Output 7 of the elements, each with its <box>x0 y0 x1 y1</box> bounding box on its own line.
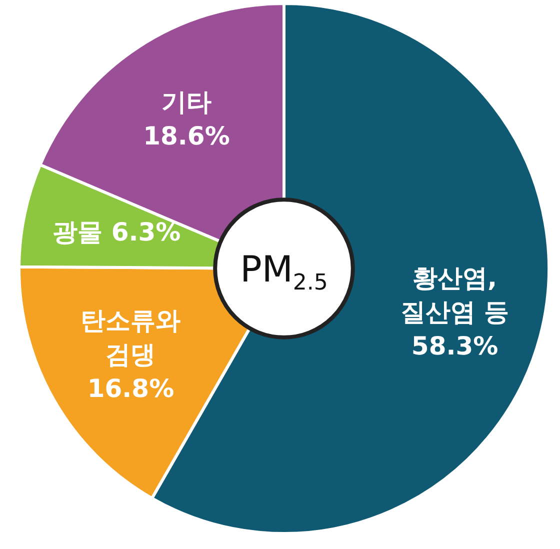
slice-label: 광물 6.3% <box>52 217 181 246</box>
slice-label: 탄소류와 검댕 <box>80 306 181 370</box>
slice-label: 황산염, 질산염 등 <box>400 264 510 327</box>
data-label: 58.3% <box>411 332 498 361</box>
slice-label: 기타 <box>161 88 212 117</box>
data-label: 16.8% <box>87 374 174 404</box>
data-label: 18.6% <box>143 122 230 151</box>
